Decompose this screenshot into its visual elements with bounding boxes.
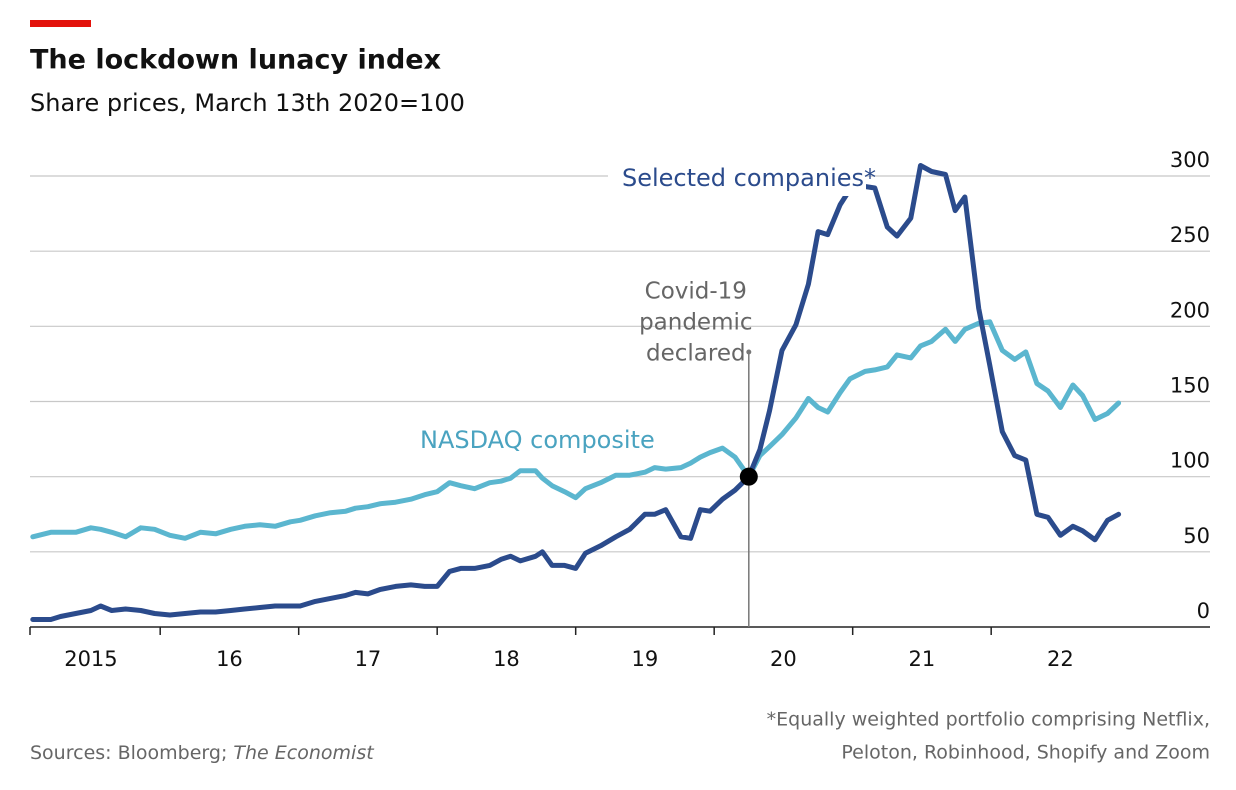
footnote: Peloton, Robinhood, Shopify and Zoom [841,742,1210,764]
labels: 0 50 100 150 200 250 300 2015 16 17 18 19 20 21 22 Covi… [64,148,1210,671]
y-tick-label: 100 [1170,449,1210,473]
y-tick-label: 0 [1197,599,1210,623]
chart-subtitle: Share prices, March 13th 2020=100 [30,89,465,117]
legend-label: Selected companies* [622,164,876,192]
label-bg [608,160,866,196]
x-tick-label: 16 [216,647,243,671]
y-tick-label: 150 [1170,374,1210,398]
grid [29,175,1210,635]
x-tick-label: 20 [770,647,797,671]
footnote: *Equally weighted portfolio comprising N… [767,709,1210,731]
x-tick-label: 18 [493,647,520,671]
brand-bar [30,20,91,27]
chart-title: The lockdown lunacy index [30,45,441,76]
x-tick-label: 21 [909,647,936,671]
y-tick-label: 50 [1183,524,1210,548]
annotation-text: declared [646,341,746,367]
source: Sources: Bloomberg; The Economist [30,742,375,764]
event-dot [739,467,758,486]
source-italic: The Economist [233,742,375,764]
source-text: Sources: Bloomberg; [30,742,233,764]
y-tick-label: 250 [1170,223,1210,247]
plot [30,163,1122,627]
y-tick-label: 300 [1170,148,1210,172]
x-tick-label: 22 [1047,647,1074,671]
y-tick-label: 200 [1170,298,1210,322]
x-tick-label: 17 [355,647,382,671]
x-tick-label: 2015 [64,647,117,671]
annotation-text: pandemic [639,310,752,336]
x-tick-label: 19 [632,647,659,671]
annotation-tip [746,349,752,355]
series-line [30,319,1122,541]
legend-label: NASDAQ composite [420,426,655,454]
series-line [30,163,1122,622]
annotation-text: Covid-19 [645,279,747,305]
